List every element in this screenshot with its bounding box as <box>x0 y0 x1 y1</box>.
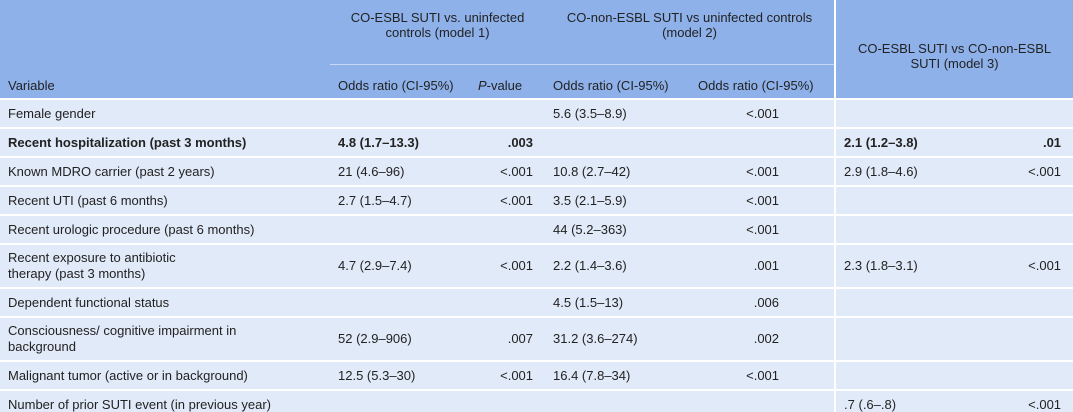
value-cell <box>330 214 470 244</box>
value-cell <box>470 214 546 244</box>
value-cell: 2.1 (1.2–3.8) <box>834 127 986 157</box>
value-cell: 31.2 (3.6–274) <box>545 316 691 361</box>
subheader-text: P-value <box>478 78 523 93</box>
value-cell: .002 <box>690 316 836 361</box>
variable-cell: Recent UTI (past 6 months) <box>0 185 330 215</box>
variable-cell: Female gender <box>0 98 330 128</box>
header-group: CO-ESBL SUTI vs. uninfected controls (mo… <box>330 0 546 65</box>
table-row: Recent exposure to antibiotic therapy (p… <box>0 243 1073 288</box>
value-cell: 4.7 (2.9–7.4) <box>330 243 470 288</box>
value-cell <box>834 316 986 361</box>
table-row: Recent UTI (past 6 months) 2.7 (1.5–4.7) <… <box>0 185 1073 215</box>
value-cell <box>834 185 986 215</box>
subheader: Odds ratio (CI-95%) <box>330 64 470 99</box>
value-cell <box>985 316 1073 361</box>
value-cell: 10.8 (2.7–42) <box>545 156 691 186</box>
value-cell <box>470 389 546 412</box>
value-cell <box>985 185 1073 215</box>
value-cell <box>985 287 1073 317</box>
value-cell <box>470 98 546 128</box>
value-cell <box>545 127 691 157</box>
value-cell: 21 (4.6–96) <box>330 156 470 186</box>
value-cell: 2.2 (1.4–3.6) <box>545 243 691 288</box>
subheader: Odds ratio (CI-95%) <box>545 64 691 99</box>
table-body: Female gender 5.6 (3.5–8.9) <.001 Recent ho… <box>0 98 1073 412</box>
variable-cell: Dependent functional status <box>0 287 330 317</box>
value-cell <box>690 389 836 412</box>
value-cell: 2.9 (1.8–4.6) <box>834 156 986 186</box>
value-cell: 5.6 (3.5–8.9) <box>545 98 691 128</box>
value-cell <box>834 214 986 244</box>
value-cell: <.001 <box>985 389 1073 412</box>
value-cell: 4.5 (1.5–13) <box>545 287 691 317</box>
value-cell: 52 (2.9–906) <box>330 316 470 361</box>
value-cell <box>545 389 691 412</box>
variable-cell: Recent exposure to antibiotic therapy (p… <box>0 243 330 288</box>
variable-cell: Number of prior SUTI event (in previous … <box>0 389 330 412</box>
value-cell: <.001 <box>690 156 836 186</box>
value-cell: .006 <box>690 287 836 317</box>
value-cell <box>834 287 986 317</box>
value-cell: <.001 <box>470 185 546 215</box>
value-cell: .007 <box>470 316 546 361</box>
value-cell <box>330 98 470 128</box>
value-cell <box>470 287 546 317</box>
variable-cell: Recent urologic procedure (past 6 months… <box>0 214 330 244</box>
value-cell: <.001 <box>470 243 546 288</box>
value-cell: <.001 <box>470 360 546 390</box>
value-cell: .7 (.6–.8) <box>834 389 986 412</box>
value-cell <box>330 389 470 412</box>
variable-cell: Consciousness/ cognitive impairment in b… <box>0 316 330 361</box>
value-cell: <.001 <box>985 243 1073 288</box>
value-cell: 3.5 (2.1–5.9) <box>545 185 691 215</box>
value-cell: .01 <box>985 127 1073 157</box>
value-cell: <.001 <box>690 360 836 390</box>
value-cell: 2.7 (1.5–4.7) <box>330 185 470 215</box>
table-row: Consciousness/ cognitive impairment in b… <box>0 316 1073 361</box>
header-group: CO-non-ESBL SUTI vs uninfected controls … <box>545 0 836 65</box>
table-row: Number of prior SUTI event (in previous … <box>0 389 1073 412</box>
value-cell <box>985 98 1073 128</box>
table-row: Malignant tumor (active or in background… <box>0 360 1073 390</box>
value-cell: 12.5 (5.3–30) <box>330 360 470 390</box>
value-cell <box>985 360 1073 390</box>
table-row: Dependent functional status 4.5 (1.5–13).… <box>0 287 1073 317</box>
value-cell: <.001 <box>985 156 1073 186</box>
value-cell: <.001 <box>690 98 836 128</box>
value-cell: 4.8 (1.7–13.3) <box>330 127 470 157</box>
subheader: Odds ratio (CI-95%) <box>690 64 836 99</box>
variable-cell: Recent hospitalization (past 3 months) <box>0 127 330 157</box>
value-cell: 44 (5.2–363) <box>545 214 691 244</box>
value-cell: 2.3 (1.8–3.1) <box>834 243 986 288</box>
variable-cell: Known MDRO carrier (past 2 years) <box>0 156 330 186</box>
value-cell <box>834 98 986 128</box>
table-row: Known MDRO carrier (past 2 years) 21 (4.6… <box>0 156 1073 186</box>
variable-cell: Malignant tumor (active or in background… <box>0 360 330 390</box>
header-variable: Variable <box>0 0 330 99</box>
subheader: P-value <box>470 64 546 99</box>
value-cell: .003 <box>470 127 546 157</box>
table-row: Recent urologic procedure (past 6 months… <box>0 214 1073 244</box>
value-cell <box>985 214 1073 244</box>
value-cell: <.001 <box>470 156 546 186</box>
value-cell: <.001 <box>690 214 836 244</box>
value-cell <box>330 287 470 317</box>
table-row: Female gender 5.6 (3.5–8.9) <.001 <box>0 98 1073 128</box>
value-cell: <.001 <box>690 185 836 215</box>
value-cell <box>690 127 836 157</box>
value-cell: 16.4 (7.8–34) <box>545 360 691 390</box>
table-row: Recent hospitalization (past 3 months) 4.… <box>0 127 1073 157</box>
value-cell: .001 <box>690 243 836 288</box>
header-group: CO-ESBL SUTI vs CO-non-ESBL SUTI (model … <box>834 0 1073 99</box>
value-cell <box>834 360 986 390</box>
